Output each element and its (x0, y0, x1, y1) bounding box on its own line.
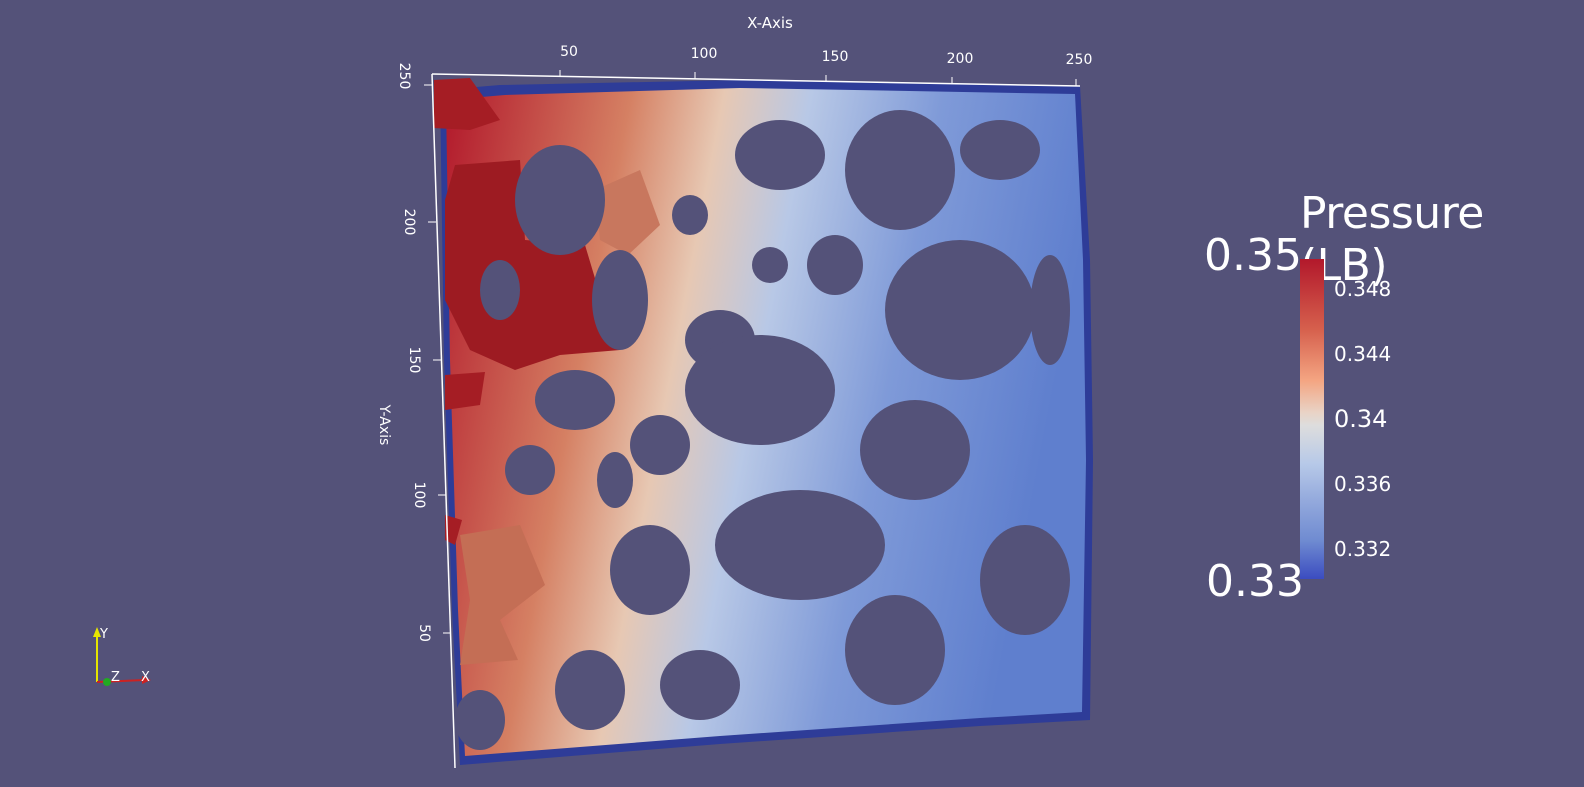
x-tick-label: 150 (822, 49, 849, 65)
orientation-x-label: X (141, 670, 150, 685)
color-legend-bar[interactable] (1300, 259, 1324, 579)
y-tick-label: 100 (411, 482, 427, 509)
legend-tick-label: 0.336 (1334, 472, 1392, 496)
y-tick-label: 200 (401, 209, 417, 236)
legend-min-label: 0.33 (1206, 556, 1304, 607)
x-tick-label: 250 (1066, 52, 1093, 68)
legend-max-label: 0.35 (1204, 230, 1302, 281)
legend-title: Pressure (LB) (1300, 188, 1484, 291)
cube-axes (424, 70, 1081, 769)
orientation-z-label: Z (111, 670, 120, 685)
legend-tick-label: 0.34 (1334, 405, 1388, 433)
legend-tick-label: 0.348 (1334, 277, 1392, 301)
orientation-y-label: Y (99, 627, 108, 642)
y-tick-label: 250 (396, 63, 412, 90)
legend-tick-label: 0.332 (1334, 537, 1392, 561)
x-tick-label: 50 (560, 44, 578, 60)
x-tick-label: 200 (947, 51, 974, 67)
x-tick-label: 100 (691, 46, 718, 62)
legend-tick-label: 0.344 (1334, 342, 1392, 366)
y-tick-label: 50 (416, 624, 432, 642)
y-tick-label: 150 (406, 347, 422, 374)
x-axis-title: X-Axis (747, 14, 793, 32)
orientation-axes-widget[interactable]: Y Z X (93, 627, 151, 686)
y-axis-title: Y-Axis (376, 404, 392, 446)
pressure-field[interactable] (434, 78, 1093, 765)
